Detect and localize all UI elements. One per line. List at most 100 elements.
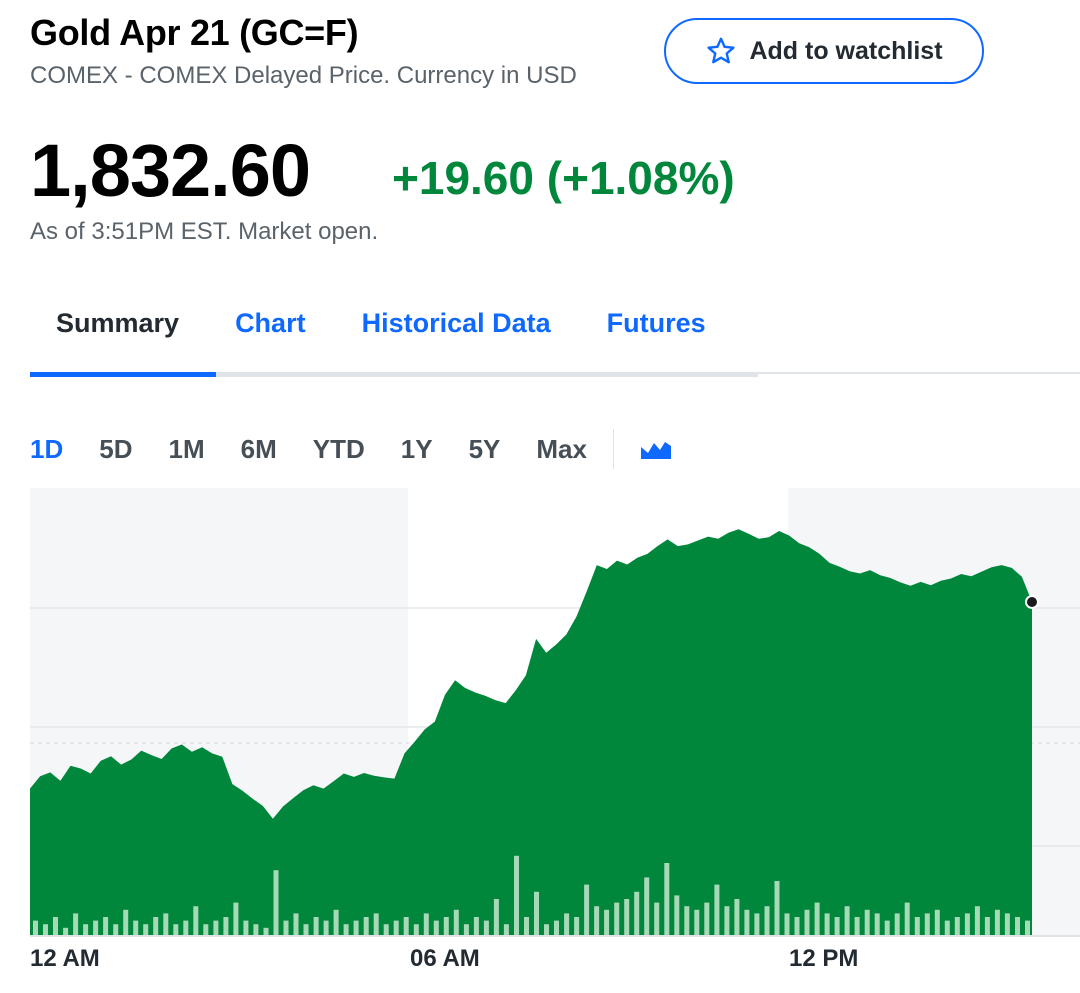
current-price: 1,832.60	[30, 129, 311, 212]
volume-bar	[293, 913, 299, 935]
volume-bar	[854, 917, 860, 935]
volume-bar	[253, 924, 259, 935]
volume-bar	[453, 909, 459, 935]
volume-bar	[924, 913, 930, 935]
volume-bar	[153, 917, 159, 935]
tab-chart[interactable]: Chart	[235, 308, 306, 338]
volume-bar	[804, 909, 810, 935]
volume-bar	[393, 920, 399, 935]
area-chart-icon[interactable]	[640, 437, 672, 461]
volume-bar	[313, 917, 319, 935]
volume-bar	[103, 917, 109, 935]
volume-bar	[123, 909, 129, 935]
tab-historical-data[interactable]: Historical Data	[361, 308, 551, 338]
volume-bar	[503, 924, 509, 935]
volume-bar	[544, 924, 549, 935]
volume-bar	[323, 920, 329, 935]
volume-bar	[844, 906, 850, 935]
volume-bar	[784, 913, 790, 935]
volume-bar	[524, 917, 529, 935]
volume-bar	[63, 927, 69, 935]
volume-bar	[493, 899, 499, 935]
volume-bar	[894, 913, 900, 935]
volume-bar	[423, 913, 429, 935]
tab-futures[interactable]: Futures	[606, 308, 706, 338]
volume-bar	[644, 877, 650, 935]
volume-bar	[473, 917, 479, 935]
range-separator	[612, 429, 614, 469]
price-change: +19.60 (+1.08%)	[392, 152, 735, 204]
volume-bar	[704, 902, 710, 935]
volume-bar	[283, 920, 289, 935]
range-selector: 1D 5D 1M 6M YTD 1Y 5Y Max	[30, 428, 672, 470]
volume-bar	[143, 924, 149, 935]
volume-bar	[213, 920, 219, 935]
volume-bar	[974, 906, 980, 935]
price-area	[30, 529, 1032, 935]
volume-bar	[574, 917, 580, 935]
range-1m[interactable]: 1M	[168, 433, 205, 464]
x-tick-label: 06 AM	[410, 945, 480, 972]
volume-bar	[463, 924, 469, 935]
volume-bar	[483, 920, 489, 935]
range-5y[interactable]: 5Y	[468, 433, 501, 464]
volume-bar	[674, 895, 680, 935]
volume-bar	[954, 917, 960, 935]
volume-bar	[914, 917, 920, 935]
volume-bar	[243, 920, 249, 935]
page-title: Gold Apr 21 (GC=F)	[30, 12, 359, 53]
volume-bar	[564, 913, 570, 935]
volume-bar	[604, 909, 610, 935]
volume-bar	[534, 891, 539, 935]
volume-bar	[694, 909, 700, 935]
volume-bar	[944, 920, 950, 935]
volume-bar	[413, 924, 419, 935]
watchlist-label: Add to watchlist	[749, 36, 943, 65]
volume-bar	[654, 902, 660, 935]
volume-bar	[1015, 917, 1020, 935]
volume-bar	[1004, 913, 1010, 935]
tab-summary[interactable]: Summary	[56, 308, 180, 338]
volume-bar	[1025, 920, 1030, 935]
volume-bar	[363, 917, 369, 935]
add-to-watchlist-button[interactable]: Add to watchlist	[664, 18, 984, 84]
volume-bar	[864, 909, 870, 935]
volume-bar	[333, 909, 339, 935]
volume-bar	[724, 906, 730, 935]
volume-bar	[964, 913, 970, 935]
volume-bar	[994, 909, 1000, 935]
volume-bar	[684, 906, 690, 935]
volume-bar	[43, 924, 48, 935]
volume-bar	[383, 924, 389, 935]
volume-bar	[193, 906, 199, 935]
tab-track	[30, 372, 758, 377]
volume-bar	[824, 913, 830, 935]
volume-bar	[223, 917, 229, 935]
range-max[interactable]: Max	[536, 433, 587, 464]
quote-tabs: Summary Chart Historical Data Futures	[30, 300, 762, 346]
volume-bar	[163, 913, 169, 935]
volume-bar	[173, 924, 179, 935]
range-5d[interactable]: 5D	[99, 433, 133, 464]
volume-bar	[403, 917, 409, 935]
volume-bar	[904, 902, 910, 935]
volume-bar	[433, 920, 439, 935]
range-1d[interactable]: 1D	[30, 433, 64, 464]
volume-bar	[594, 906, 600, 935]
volume-bar	[93, 920, 99, 935]
volume-bar	[884, 920, 890, 935]
volume-bar	[303, 924, 309, 935]
volume-bar	[614, 902, 620, 935]
range-6m[interactable]: 6M	[240, 433, 277, 464]
volume-bar	[714, 884, 720, 935]
exchange-subtitle: COMEX - COMEX Delayed Price. Currency in…	[30, 62, 577, 89]
volume-bar	[774, 881, 780, 935]
volume-bars	[33, 855, 1030, 935]
volume-bar	[514, 855, 519, 935]
range-ytd[interactable]: YTD	[312, 433, 365, 464]
active-tab-indicator	[30, 372, 216, 377]
volume-bar	[353, 920, 359, 935]
volume-bar	[554, 920, 559, 935]
volume-bar	[874, 913, 880, 935]
range-1y[interactable]: 1Y	[400, 433, 433, 464]
